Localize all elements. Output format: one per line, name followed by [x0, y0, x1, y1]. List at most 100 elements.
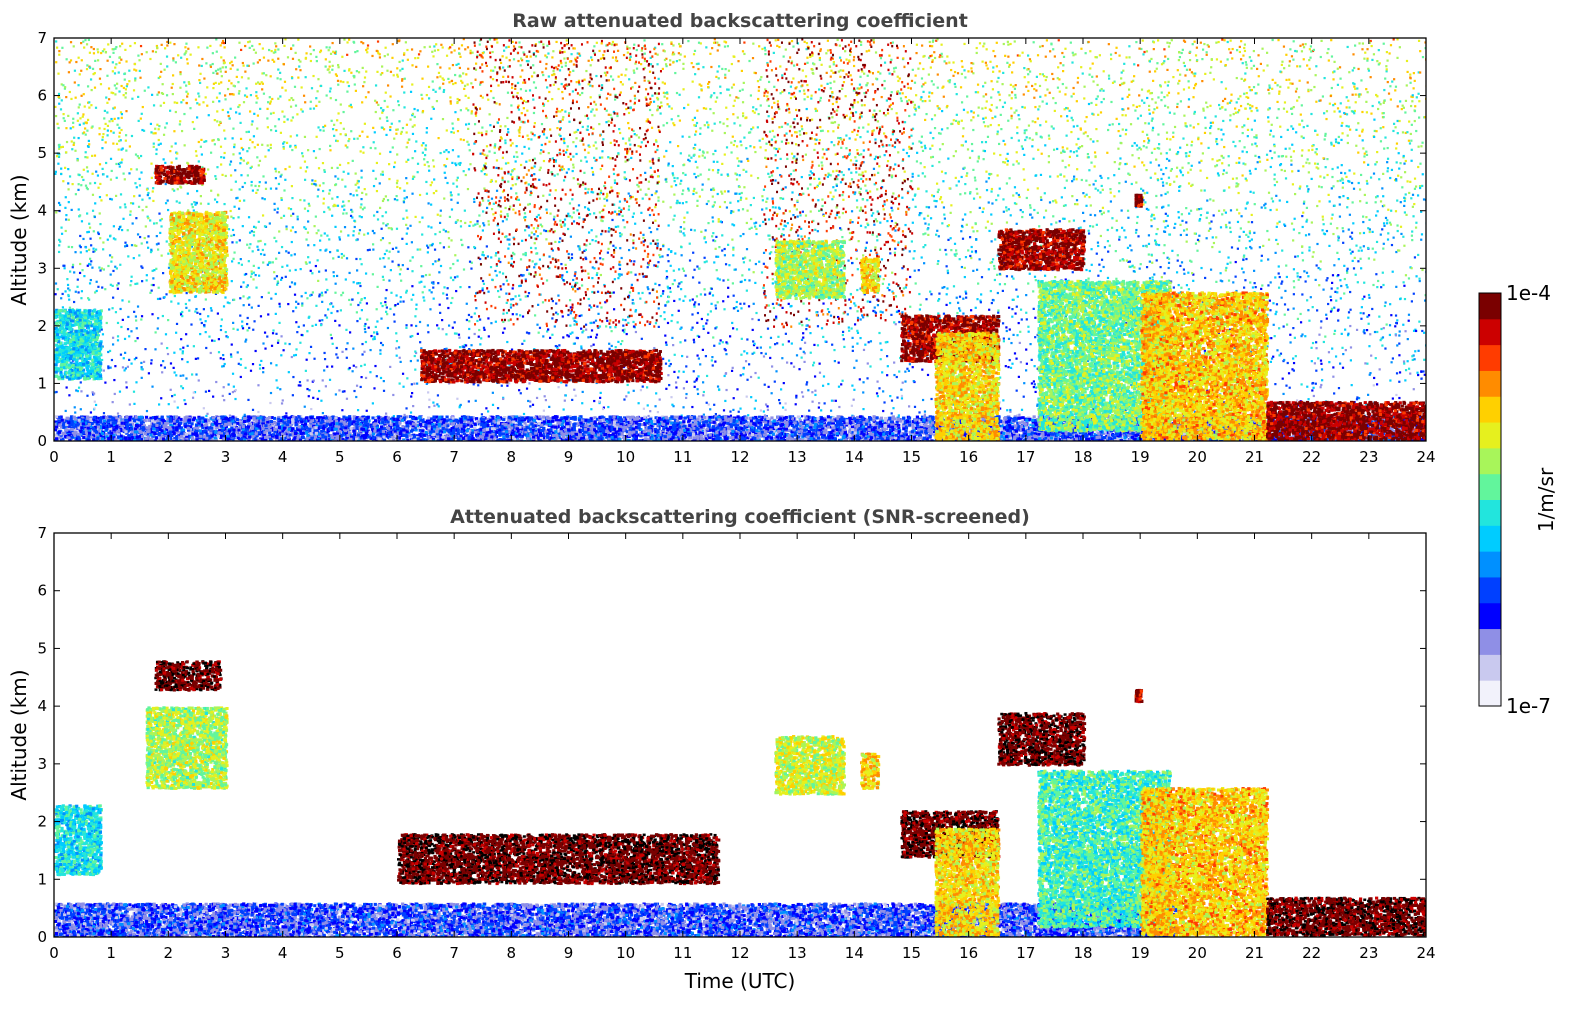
noise-pixel — [322, 190, 324, 192]
noise-pixel — [357, 138, 359, 140]
noise-pixel — [922, 246, 924, 248]
noise-pixel — [753, 197, 755, 199]
noise-pixel — [950, 123, 952, 125]
noise-pixel — [363, 351, 365, 353]
noise-pixel — [315, 324, 317, 326]
noise-pixel — [1146, 245, 1148, 247]
noise-pixel — [633, 325, 635, 327]
noise-pixel — [694, 50, 696, 52]
noise-pixel — [1414, 188, 1416, 190]
noise-pixel — [1074, 53, 1076, 55]
noise-pixel — [856, 342, 858, 344]
noise-pixel — [140, 171, 142, 173]
noise-pixel — [1160, 169, 1162, 171]
noise-pixel — [1276, 84, 1278, 86]
noise-pixel — [451, 122, 453, 124]
noise-pixel — [658, 307, 660, 309]
noise-pixel — [931, 165, 933, 167]
noise-pixel — [817, 230, 819, 232]
noise-pixel — [1365, 101, 1367, 103]
noise-pixel — [856, 149, 858, 151]
noise-pixel — [1301, 104, 1303, 106]
noise-pixel — [830, 76, 832, 78]
noise-pixel — [535, 247, 537, 249]
noise-pixel — [1251, 89, 1253, 91]
noise-pixel — [549, 213, 551, 215]
noise-pixel — [350, 72, 352, 74]
noise-pixel — [937, 312, 939, 314]
noise-pixel — [1150, 225, 1152, 227]
noise-pixel — [1005, 158, 1007, 160]
noise-pixel — [620, 81, 622, 83]
noise-pixel — [1271, 124, 1273, 126]
noise-pixel — [739, 407, 741, 409]
noise-pixel — [843, 346, 845, 348]
noise-pixel — [1229, 227, 1231, 229]
noise-pixel — [723, 308, 725, 310]
noise-pixel — [979, 42, 981, 44]
noise-pixel — [856, 134, 858, 136]
noise-pixel — [1006, 209, 1008, 211]
noise-pixel — [78, 57, 80, 59]
noise-pixel — [802, 69, 804, 71]
noise-pixel — [743, 169, 745, 171]
noise-pixel — [509, 206, 511, 208]
noise-pixel — [1204, 189, 1206, 191]
noise-pixel — [451, 162, 453, 164]
noise-pixel — [909, 250, 911, 252]
noise-pixel — [1186, 234, 1188, 236]
noise-pixel — [1151, 254, 1153, 256]
noise-pixel — [581, 402, 583, 404]
noise-pixel — [396, 180, 398, 182]
noise-pixel — [172, 57, 174, 59]
noise-pixel — [359, 215, 361, 217]
noise-pixel — [587, 273, 589, 275]
noise-pixel — [797, 215, 799, 217]
noise-pixel — [690, 157, 692, 159]
noise-pixel — [97, 51, 99, 53]
noise-pixel — [1310, 89, 1312, 91]
noise-pixel — [988, 309, 990, 311]
noise-pixel — [506, 117, 508, 119]
noise-pixel — [899, 92, 901, 94]
noise-pixel — [1373, 53, 1375, 55]
noise-pixel — [1285, 264, 1287, 266]
noise-pixel — [220, 329, 222, 331]
noise-pixel — [1142, 39, 1144, 41]
noise-pixel — [1389, 379, 1391, 381]
noise-pixel — [433, 405, 435, 407]
noise-pixel — [1400, 201, 1402, 203]
noise-pixel — [482, 200, 484, 202]
noise-pixel — [924, 119, 926, 121]
noise-pixel — [450, 100, 452, 102]
noise-pixel — [793, 170, 795, 172]
noise-pixel — [1293, 362, 1295, 364]
noise-pixel — [1107, 251, 1109, 253]
noise-pixel — [559, 220, 561, 222]
noise-pixel — [1403, 360, 1405, 362]
noise-pixel — [1116, 220, 1118, 222]
noise-pixel — [1192, 96, 1194, 98]
noise-pixel — [117, 288, 119, 290]
noise-pixel — [741, 70, 743, 72]
noise-pixel — [81, 176, 83, 178]
noise-pixel — [176, 102, 178, 104]
noise-pixel — [510, 173, 512, 175]
noise-pixel — [355, 172, 357, 174]
noise-pixel — [505, 162, 507, 164]
noise-pixel — [125, 381, 127, 383]
noise-pixel — [1316, 166, 1318, 168]
noise-pixel — [223, 129, 225, 131]
noise-pixel — [421, 98, 423, 100]
noise-pixel — [390, 269, 392, 271]
noise-pixel — [1283, 46, 1285, 48]
noise-pixel — [990, 190, 992, 192]
noise-pixel — [459, 56, 461, 58]
noise-pixel — [533, 266, 535, 268]
noise-pixel — [78, 106, 80, 108]
noise-pixel — [1295, 355, 1297, 357]
noise-pixel — [366, 136, 368, 138]
noise-pixel — [1236, 185, 1238, 187]
noise-pixel — [1382, 195, 1384, 197]
noise-pixel — [785, 132, 787, 134]
